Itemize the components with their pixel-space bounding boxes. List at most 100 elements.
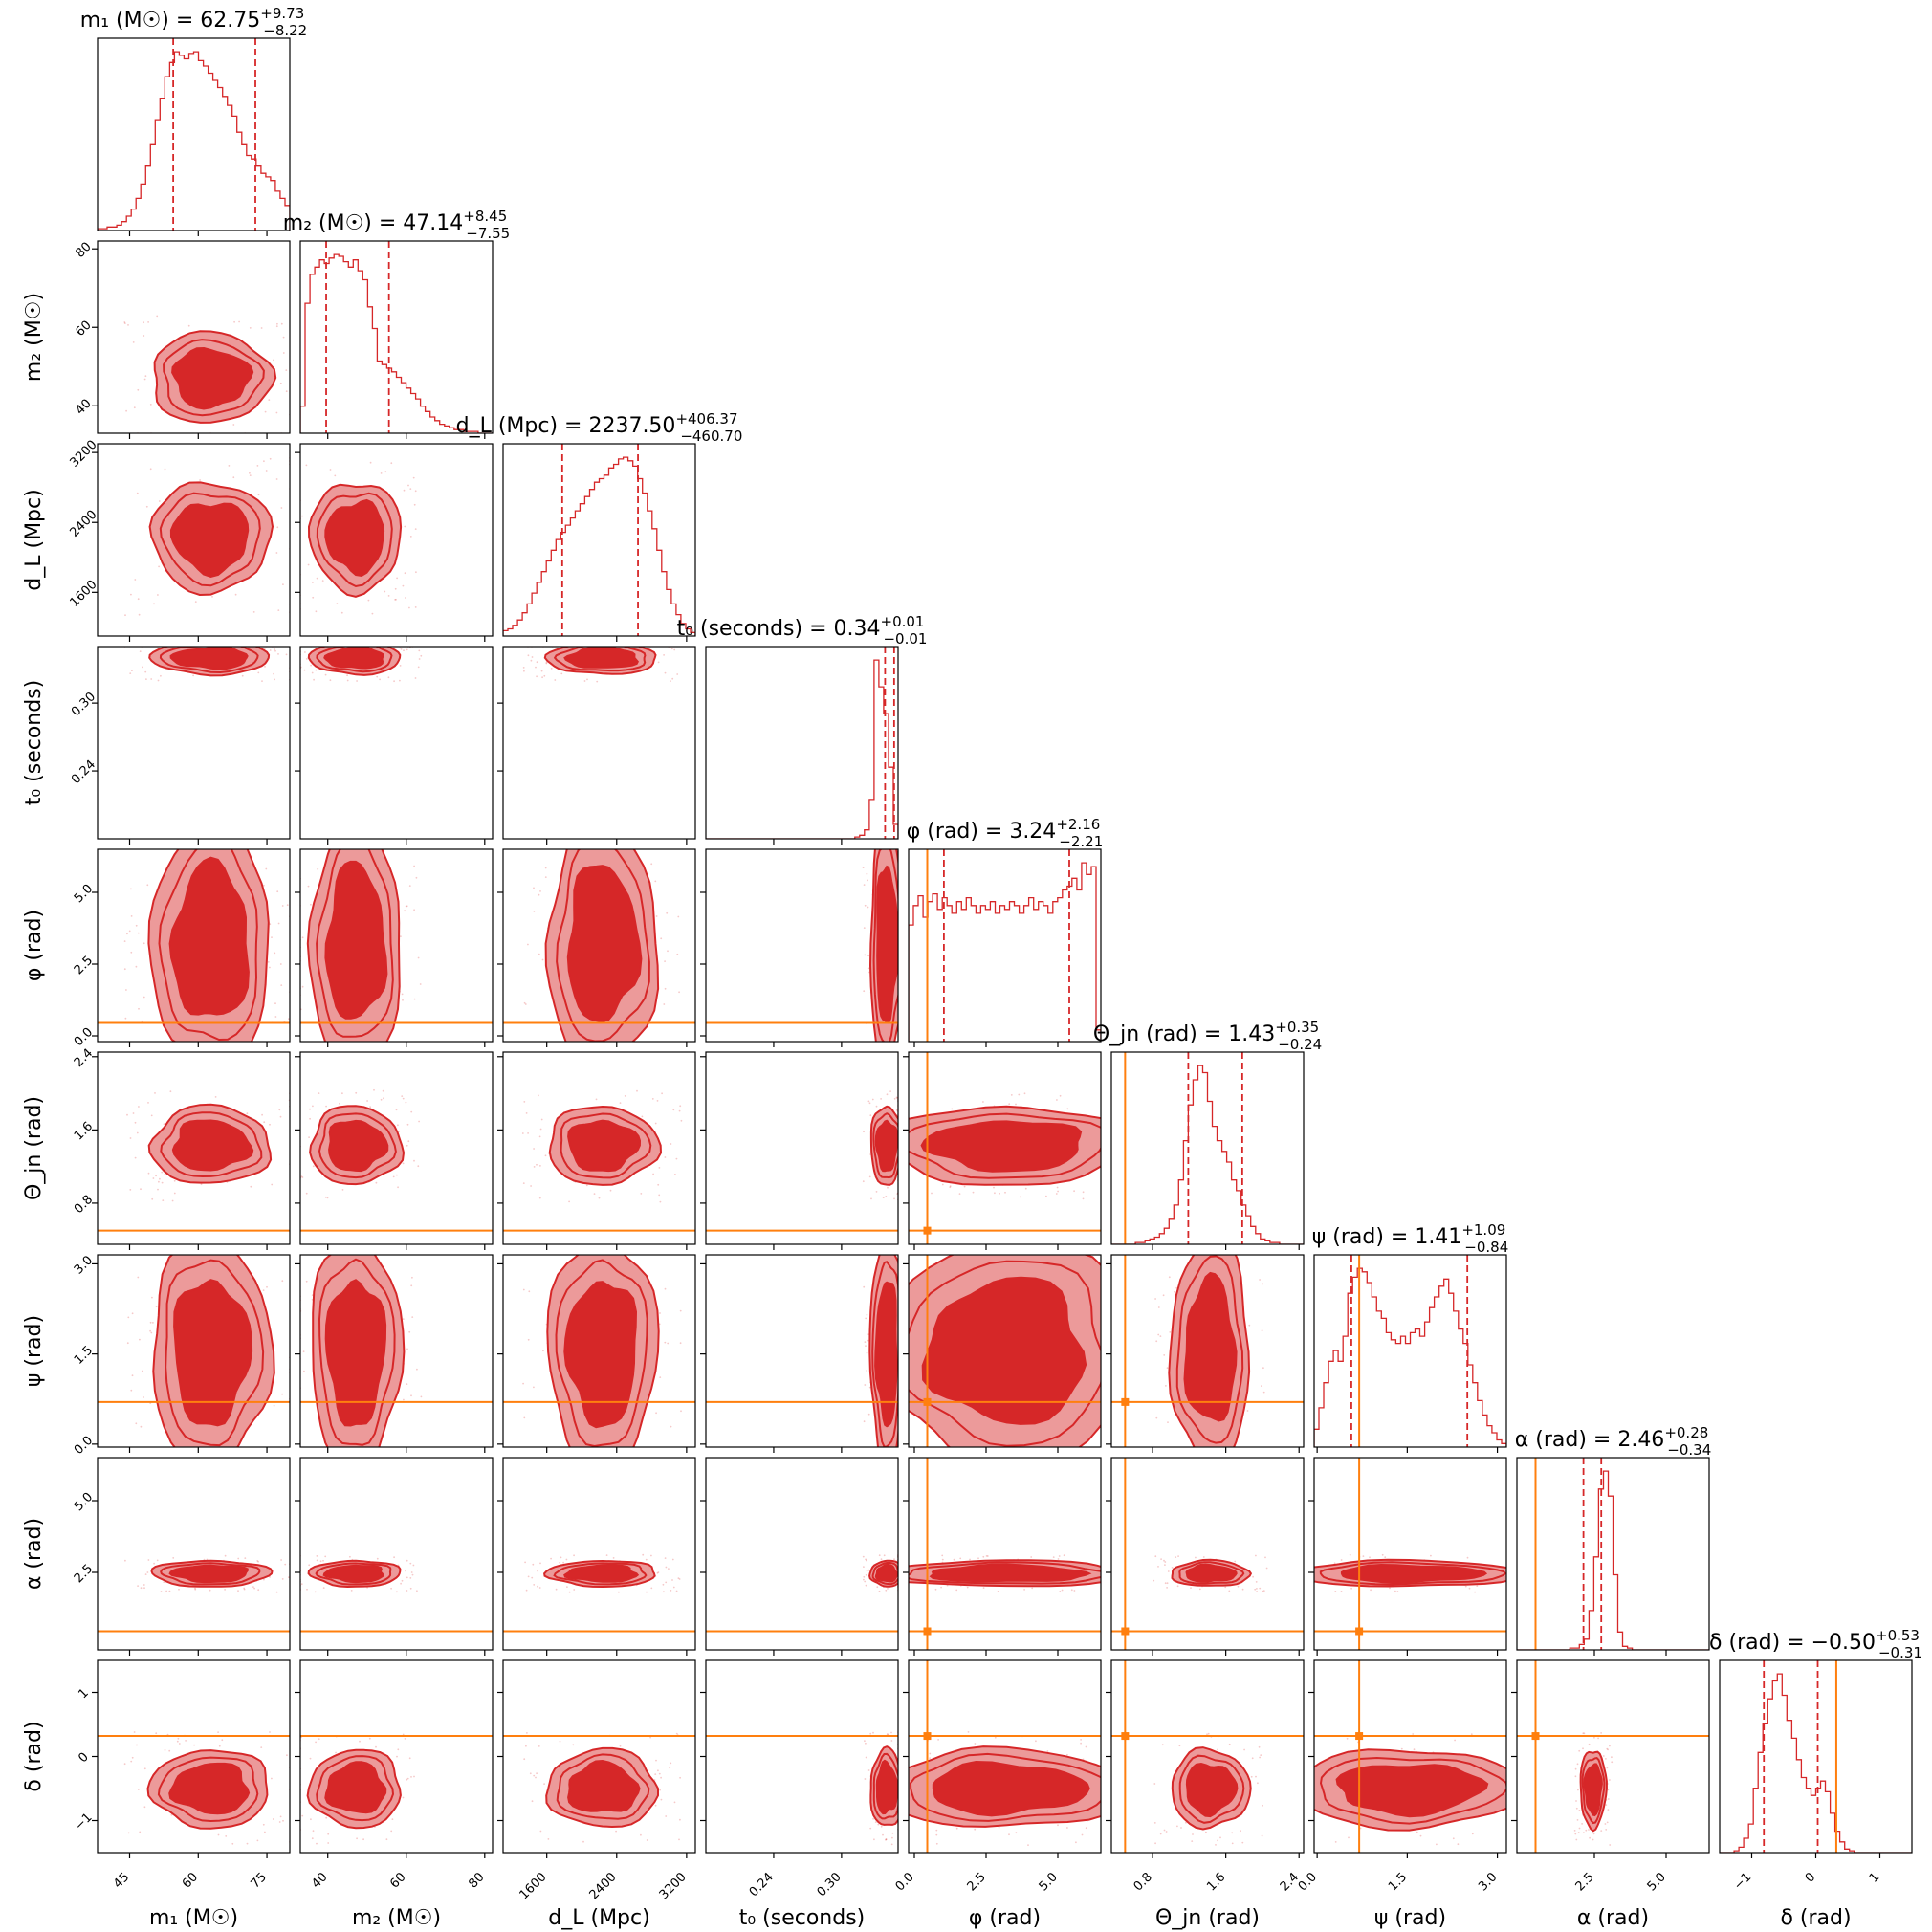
sample-point bbox=[406, 1576, 408, 1579]
sample-point bbox=[166, 1733, 169, 1736]
sample-point bbox=[1471, 1833, 1474, 1835]
sample-point bbox=[276, 890, 279, 893]
sample-point bbox=[645, 1558, 648, 1561]
sample-point bbox=[136, 492, 139, 494]
sample-point bbox=[199, 479, 202, 481]
corner-labels: m₁ (M☉) = 62.75+9.73 −8.22 40 60 80 m₂ (M☉) =… bbox=[22, 5, 1922, 1930]
sample-point bbox=[274, 678, 275, 681]
sample-point bbox=[260, 1746, 263, 1748]
sample-point bbox=[535, 666, 537, 669]
sample-point bbox=[409, 536, 412, 538]
title-psi: ψ (rad) = 1.41+1.09 −0.84 bbox=[1312, 1221, 1509, 1256]
sample-point bbox=[636, 1089, 638, 1092]
hist-cell-t0 bbox=[705, 646, 899, 845]
title-minus: −0.24 bbox=[1278, 1036, 1322, 1053]
sample-point bbox=[615, 1830, 617, 1833]
sample-point bbox=[539, 890, 541, 892]
sample-point bbox=[257, 1560, 259, 1563]
sample-point bbox=[1575, 1800, 1577, 1802]
sample-point bbox=[1008, 1833, 1010, 1836]
sample-point bbox=[949, 1186, 952, 1189]
sample-point bbox=[1055, 1193, 1058, 1195]
sample-point bbox=[941, 1183, 944, 1186]
sample-point bbox=[867, 1100, 870, 1103]
sample-point bbox=[139, 1831, 142, 1833]
cell-frame bbox=[705, 1457, 899, 1651]
sample-point bbox=[1605, 1804, 1608, 1806]
sample-point bbox=[123, 940, 126, 942]
title-main: φ (rad) = 3.24 bbox=[907, 820, 1057, 844]
sample-point bbox=[1052, 1556, 1055, 1558]
sample-point bbox=[409, 1587, 412, 1590]
sample-point bbox=[309, 1117, 311, 1120]
sample-point bbox=[676, 673, 679, 675]
sample-point bbox=[1155, 1416, 1158, 1419]
x-tick-label: 5.0 bbox=[1645, 1870, 1669, 1894]
sample-point bbox=[140, 1425, 143, 1428]
sample-point bbox=[269, 966, 271, 969]
sample-point bbox=[221, 1739, 224, 1742]
sample-point bbox=[865, 1558, 867, 1561]
sample-point bbox=[257, 1589, 260, 1592]
contour-middle bbox=[871, 1561, 898, 1586]
sample-point bbox=[530, 1185, 532, 1187]
sample-point bbox=[670, 1425, 672, 1428]
cell-frame bbox=[1110, 1051, 1305, 1245]
sample-point bbox=[538, 1587, 541, 1589]
sample-point bbox=[1023, 1092, 1026, 1095]
sample-point bbox=[865, 1559, 867, 1562]
contour-inner bbox=[876, 865, 898, 1024]
title-dL: d_L (Mpc) = 2237.50+406.37 −460.70 bbox=[456, 410, 743, 445]
sample-point bbox=[130, 915, 133, 917]
sample-point bbox=[977, 1557, 979, 1560]
sample-point bbox=[135, 924, 138, 927]
sample-point bbox=[654, 1804, 657, 1807]
sample-point bbox=[281, 1393, 283, 1395]
sample-point bbox=[224, 1554, 227, 1557]
x-tick-label: 5.0 bbox=[1037, 1870, 1061, 1894]
sample-point bbox=[664, 1557, 667, 1559]
sample-point bbox=[1168, 1276, 1171, 1279]
sample-point bbox=[1228, 1743, 1231, 1745]
title-main: α (rad) = 2.46 bbox=[1515, 1428, 1665, 1452]
sample-point bbox=[168, 1590, 171, 1592]
sample-point bbox=[864, 1580, 867, 1583]
sample-point bbox=[380, 1098, 383, 1101]
contour-inner bbox=[1340, 1563, 1488, 1584]
x-tick-label: 2.5 bbox=[965, 1870, 989, 1894]
sample-point bbox=[399, 665, 402, 667]
sample-point bbox=[1163, 1829, 1166, 1832]
sample-point bbox=[864, 1341, 867, 1343]
sample-point bbox=[156, 1559, 159, 1562]
sample-point bbox=[1154, 1298, 1156, 1300]
sample-point bbox=[1607, 1789, 1610, 1791]
contour-inner bbox=[168, 1762, 251, 1815]
title-plus: +0.53 bbox=[1876, 1627, 1920, 1644]
y-tick-label: 1600 bbox=[68, 578, 100, 610]
sample-point bbox=[1261, 1329, 1263, 1332]
sample-point bbox=[669, 1767, 671, 1769]
sample-point bbox=[885, 1838, 887, 1841]
sample-point bbox=[562, 1561, 564, 1564]
density-cell-delta-vs-alpha bbox=[1511, 1659, 1710, 1858]
contour-inner bbox=[563, 1564, 640, 1583]
cell-frame bbox=[299, 646, 494, 840]
sample-point bbox=[132, 341, 135, 343]
contour-inner bbox=[1583, 1763, 1603, 1817]
sample-point bbox=[1340, 1559, 1343, 1561]
sample-point bbox=[402, 1796, 405, 1799]
sample-point bbox=[393, 680, 395, 683]
sample-point bbox=[867, 1569, 870, 1571]
sample-point bbox=[1058, 1555, 1061, 1557]
sample-point bbox=[384, 471, 387, 473]
sample-point bbox=[640, 1193, 643, 1195]
sample-point bbox=[678, 1109, 681, 1112]
sample-point bbox=[862, 1555, 865, 1558]
sample-point bbox=[147, 1102, 149, 1104]
sample-point bbox=[889, 1090, 891, 1092]
sample-point bbox=[667, 1342, 670, 1345]
sample-point bbox=[673, 648, 676, 651]
contour-inner bbox=[322, 1564, 384, 1584]
sample-point bbox=[1261, 1834, 1263, 1837]
sample-point bbox=[159, 1177, 161, 1180]
